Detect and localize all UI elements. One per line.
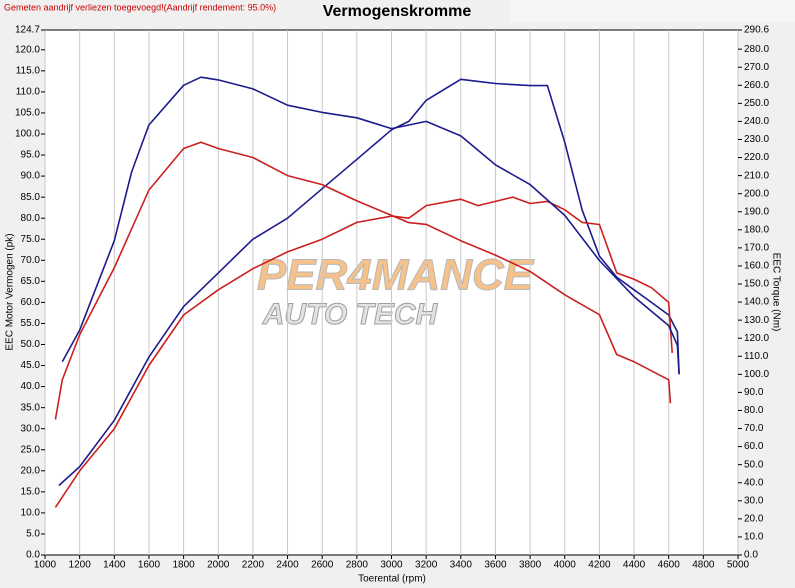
chart-title: Vermogenskromme	[323, 3, 472, 20]
y-tick-label: 100.0	[15, 129, 40, 140]
y2-tick-label: 30.0	[744, 495, 764, 506]
x-tick-label: 5000	[727, 560, 750, 571]
y2-tick-label: 270.0	[744, 62, 769, 73]
y2-tick-label: 110.0	[744, 351, 769, 362]
y-tick-label: 65.0	[21, 276, 41, 287]
y-axis-label: EEC Motor Vermogen (pk)	[5, 233, 16, 350]
watermark: PER4MANCE	[257, 251, 535, 300]
y2-tick-label: 120.0	[744, 333, 769, 344]
header-box	[510, 0, 795, 22]
y-tick-label: 75.0	[21, 234, 41, 245]
y2-tick-label: 200.0	[744, 188, 769, 199]
y2-tick-label: 160.0	[744, 261, 769, 272]
x-axis-label: Toerental (rpm)	[358, 574, 426, 585]
y2-tick-label: 50.0	[744, 459, 764, 470]
y2-tick-label: 70.0	[744, 423, 764, 434]
y2-tick-label: 0.0	[744, 550, 758, 561]
x-tick-label: 4000	[554, 560, 577, 571]
y-tick-label: 15.0	[21, 486, 41, 497]
x-tick-label: 1800	[172, 560, 195, 571]
y-tick-label: 50.0	[21, 339, 41, 350]
y2-tick-label: 190.0	[744, 206, 769, 217]
x-tick-label: 4400	[623, 560, 646, 571]
data-line	[54, 196, 673, 508]
y-tick-label: 25.0	[21, 444, 41, 455]
y-tick-label: 10.0	[21, 508, 41, 519]
x-tick-label: 3600	[484, 560, 507, 571]
y2-tick-label: 10.0	[744, 532, 764, 543]
x-tick-label: 3400	[450, 560, 473, 571]
y-tick-label: 40.0	[21, 381, 41, 392]
y-tick-label: 80.0	[21, 213, 41, 224]
y-tick-label: 0.0	[26, 550, 40, 561]
y2-tick-label: 60.0	[744, 441, 764, 452]
x-tick-label: 2200	[242, 560, 265, 571]
y2-tick-label: 130.0	[744, 315, 769, 326]
y-tick-label: 35.0	[21, 402, 41, 413]
x-tick-label: 2800	[346, 560, 369, 571]
note: Gemeten aandrijf verliezen toegevoegd!(A…	[4, 2, 276, 12]
y-tick-label: 30.0	[21, 423, 41, 434]
y-tick-label: 45.0	[21, 360, 41, 371]
y-tick-label: 110.0	[16, 87, 41, 98]
y2-axis-label: EEC Torque (Nm)	[770, 253, 781, 332]
x-tick-label: 3200	[415, 560, 438, 571]
x-tick-label: 4800	[692, 560, 715, 571]
x-tick-label: 4200	[588, 560, 611, 571]
y-tick-label: 5.0	[26, 529, 40, 540]
x-tick-label: 2600	[311, 560, 334, 571]
x-tick-label: 3000	[380, 560, 403, 571]
data-line	[58, 78, 680, 487]
x-tick-label: 1000	[34, 560, 57, 571]
x-tick-label: 2000	[207, 560, 230, 571]
y-tick-label: 95.0	[21, 150, 41, 161]
y2-tick-label: 170.0	[744, 243, 769, 254]
y-tick-label: 20.0	[21, 465, 41, 476]
y2-tick-label: 20.0	[744, 514, 764, 525]
x-tick-label: 1200	[69, 560, 92, 571]
y2-tick-label: 220.0	[744, 152, 769, 163]
y2-tick-label: 260.0	[744, 80, 769, 91]
y2-tick-label: 80.0	[744, 405, 764, 416]
y2-tick-label: 250.0	[744, 98, 769, 109]
y-tick-label: 120.0	[15, 44, 40, 55]
x-tick-label: 1400	[103, 560, 126, 571]
y-tick-label: 90.0	[21, 171, 41, 182]
y2-tick-label: 140.0	[744, 297, 769, 308]
y2-tick-label: 240.0	[744, 116, 769, 127]
x-tick-label: 1600	[138, 560, 161, 571]
data-line	[54, 141, 672, 420]
data-line	[61, 76, 680, 375]
y2-tick-label: 290.6	[744, 25, 769, 36]
y2-tick-label: 40.0	[744, 477, 764, 488]
y2-tick-label: 180.0	[744, 224, 769, 235]
y2-tick-label: 150.0	[744, 279, 769, 290]
y2-tick-label: 210.0	[744, 170, 769, 181]
y-tick-label: 124.7	[15, 25, 40, 36]
x-tick-label: 4600	[658, 560, 681, 571]
y-tick-label: 60.0	[21, 297, 41, 308]
y-tick-label: 115.0	[16, 65, 41, 76]
y-tick-label: 55.0	[21, 318, 41, 329]
y-tick-label: 70.0	[21, 255, 41, 266]
watermark: AUTO TECH	[262, 298, 439, 331]
y2-tick-label: 90.0	[744, 387, 764, 398]
y2-tick-label: 100.0	[744, 369, 769, 380]
y-tick-label: 105.0	[15, 108, 40, 119]
y2-tick-label: 230.0	[744, 134, 769, 145]
x-tick-label: 3800	[519, 560, 542, 571]
y-tick-label: 85.0	[21, 192, 41, 203]
x-tick-label: 2400	[276, 560, 299, 571]
y2-tick-label: 280.0	[744, 44, 769, 55]
